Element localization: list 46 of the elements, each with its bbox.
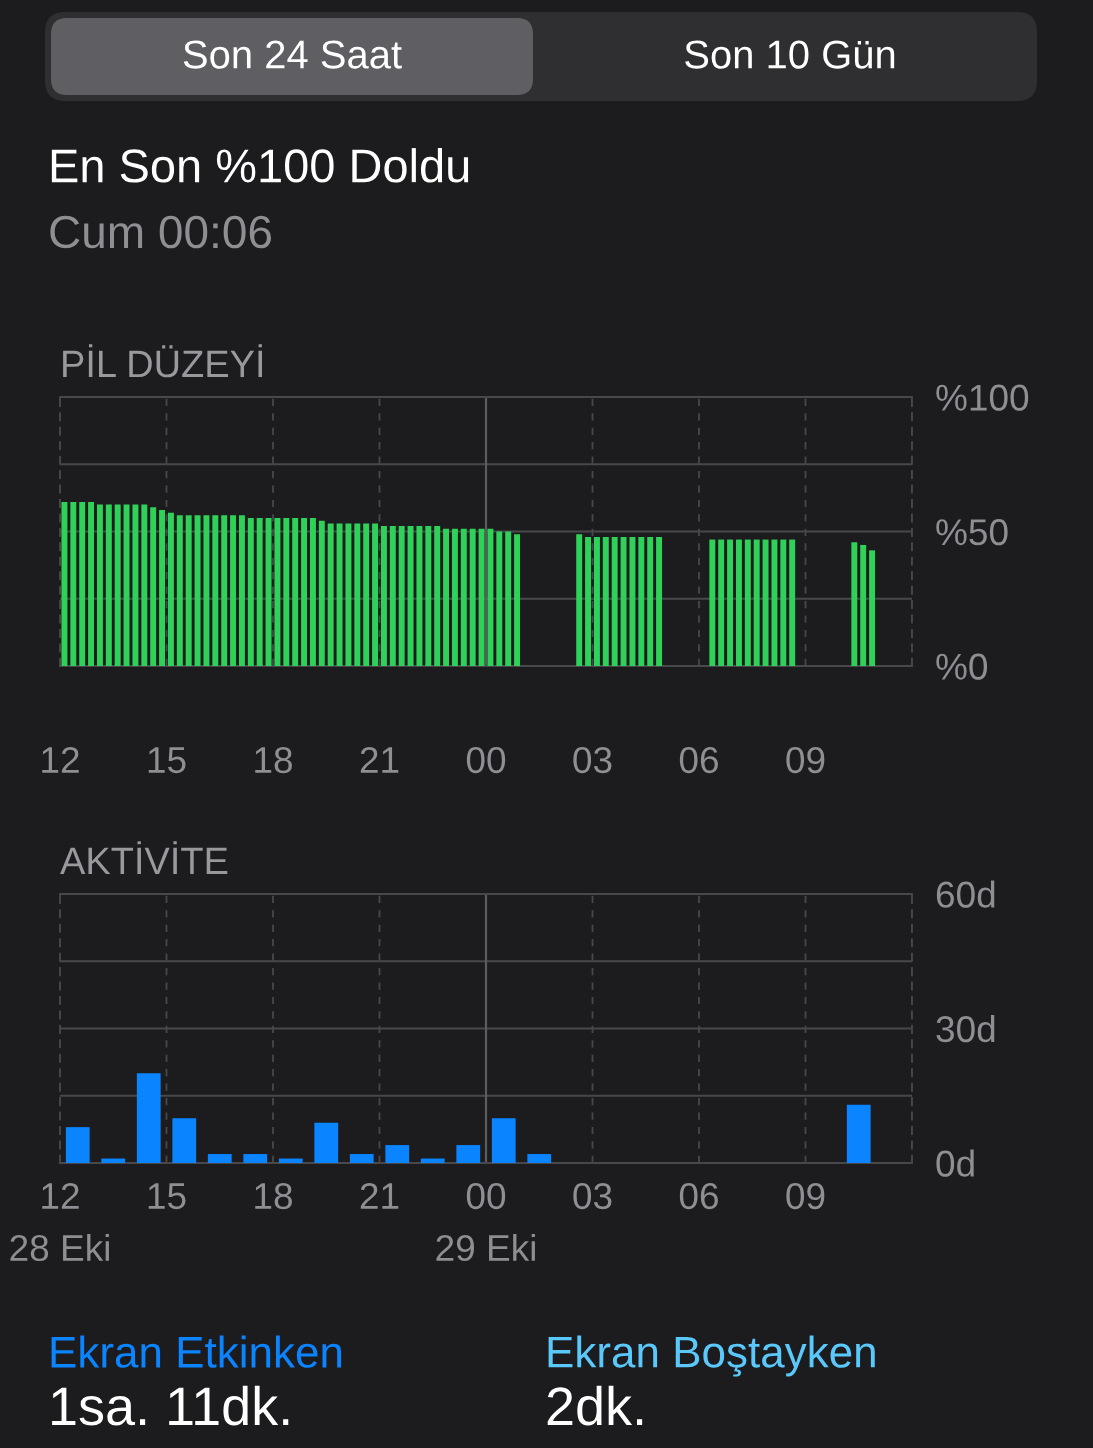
text: 1sa. 11dk. xyxy=(52,1385,289,1426)
x-tick-label: 18 xyxy=(255,1182,292,1210)
chart-title: AKTİVİTE xyxy=(60,841,228,874)
bar xyxy=(491,1118,516,1163)
bar xyxy=(101,1158,126,1163)
x-tick-label: 15 xyxy=(148,1183,186,1210)
bar xyxy=(172,1118,197,1163)
bar xyxy=(278,1158,303,1163)
bar xyxy=(207,1154,232,1163)
text: Son 10 Gün xyxy=(685,40,895,69)
bar xyxy=(243,1154,268,1163)
x-tick-label: 15 xyxy=(148,747,186,774)
y-tick-label: 0d xyxy=(936,1149,974,1177)
text: Ekran Etkinken xyxy=(51,1335,342,1368)
bar xyxy=(314,1122,339,1163)
text: En Son %100 Doldu xyxy=(51,148,469,183)
x-tick-label: 21 xyxy=(360,1182,399,1209)
x-tick-label: 21 xyxy=(360,746,399,773)
x-tick-label: 12 28 Eki xyxy=(10,1182,109,1262)
bar xyxy=(420,1158,445,1163)
bar xyxy=(65,1127,90,1163)
bar xyxy=(456,1145,481,1163)
bar xyxy=(527,1154,552,1163)
x-tick-label: 12 xyxy=(42,746,79,773)
y-tick-label: 60d xyxy=(936,880,995,908)
bar xyxy=(349,1154,374,1163)
text: Son 24 Saat xyxy=(183,40,402,69)
x-tick-label: 00 xyxy=(466,746,506,774)
y-tick-label: 30d xyxy=(936,1015,995,1043)
bar xyxy=(136,1073,161,1163)
x-tick-label: 09 xyxy=(786,746,825,774)
y-tick-label: %0 xyxy=(936,653,988,680)
text: Cum 00:06 xyxy=(50,215,271,249)
bar xyxy=(385,1145,410,1163)
chart-title: PİL DÜZEYİ xyxy=(63,344,263,378)
text: 2dk. xyxy=(547,1385,643,1426)
x-tick-label: 03 xyxy=(573,1182,612,1210)
text: Ekran Boştayken xyxy=(548,1335,875,1377)
x-tick-label: 03 xyxy=(573,746,612,774)
x-tick-label: 06 xyxy=(679,1182,718,1210)
y-tick-label: %50 xyxy=(936,519,1008,546)
x-tick-label: 00 29 Eki xyxy=(436,1182,535,1262)
x-tick-label: 06 xyxy=(679,746,718,774)
x-tick-label: 18 xyxy=(255,746,292,774)
y-tick-label: %100 xyxy=(936,384,1029,411)
x-tick-label: 09 xyxy=(786,1182,825,1210)
